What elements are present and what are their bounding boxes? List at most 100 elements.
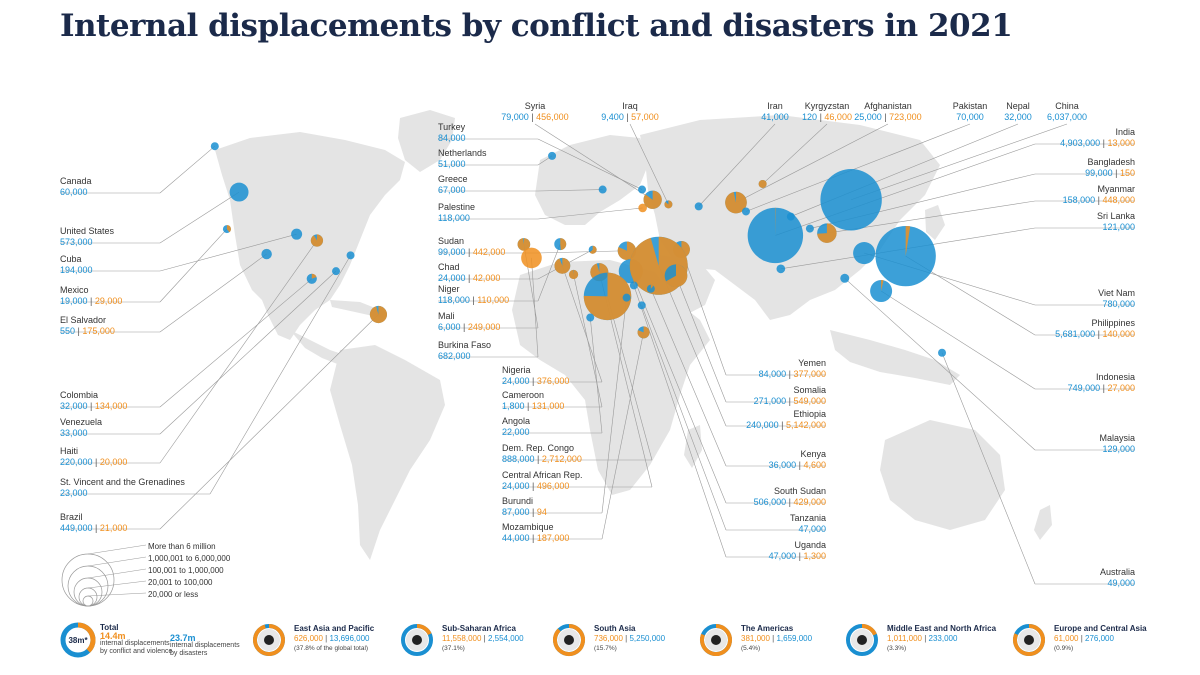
- total-conflict-value: 14.4m: [100, 631, 126, 641]
- leader-line: [601, 332, 644, 540]
- bubble-philippines: [875, 225, 936, 287]
- label-indonesia: Indonesia 749,000 | 27,000: [1068, 372, 1135, 394]
- bubble-dem-rep-congo: [583, 272, 632, 321]
- label-name: Dem. Rep. Congo: [502, 443, 575, 453]
- conflict-value: 24,000: [502, 481, 530, 491]
- region-name: Europe and Central Asia: [1054, 624, 1147, 633]
- label-name: Haiti: [60, 446, 79, 456]
- label-yemen: Yemen 84,000 | 377,000: [759, 358, 826, 380]
- region-conflict: 11,558,000: [442, 634, 482, 643]
- region-share: (37.1%): [442, 645, 465, 652]
- size-legend-tick: [87, 544, 147, 555]
- label-kyrgyzstan: Kyrgyzstan 120 | 46,000: [767, 101, 887, 123]
- label-sri-lanka: Sri Lanka 121,000: [1097, 211, 1135, 233]
- disasters-value: 129,000: [1102, 444, 1135, 454]
- label-values: 24,000 | 496,000: [502, 481, 570, 491]
- label-values: 506,000 | 429,000: [753, 497, 826, 507]
- label-syria: Syria 79,000 | 456,000: [475, 101, 595, 123]
- bubble-iraq: [664, 200, 673, 209]
- bubble-burundi: [622, 293, 631, 302]
- disasters-value: 23,000: [60, 488, 88, 498]
- label-burundi: Burundi 87,000 | 94: [502, 496, 547, 518]
- label-name: Mozambique: [502, 522, 554, 532]
- label-name: Angola: [502, 416, 531, 426]
- conflict-value: 118,000: [438, 295, 470, 305]
- conflict-value: 24,000: [438, 273, 466, 283]
- label-name: Nigeria: [502, 365, 531, 375]
- label-name: Philippines: [1091, 318, 1135, 328]
- label-values: 99,000 | 442,000: [438, 247, 506, 257]
- conflict-value: 506,000: [753, 497, 787, 507]
- bubble-bangladesh: [805, 224, 814, 233]
- bubble-sri-lanka: [776, 264, 786, 274]
- japan-shape: [925, 205, 945, 240]
- conflict-value: 220,000: [60, 457, 93, 467]
- bubble-uganda: [629, 281, 638, 290]
- region-ring: [700, 624, 732, 656]
- label-name: Iran: [767, 101, 783, 111]
- label-somalia: Somalia 271,000 | 549,000: [754, 385, 826, 407]
- total-ring: [60, 622, 96, 658]
- label-name: Iraq: [622, 101, 638, 111]
- conflict-value: 24,000: [502, 376, 530, 386]
- conflict-value: 6,000: [438, 322, 461, 332]
- conflict-value: 25,000: [854, 112, 882, 122]
- conflict-value: 4,903,000: [1060, 138, 1101, 148]
- label-name: Cameroon: [502, 390, 545, 400]
- region-conflict: 736,000: [594, 634, 623, 643]
- size-legend-tick: [87, 580, 147, 589]
- total-label: Total: [100, 623, 119, 632]
- disasters-value: 29,000: [94, 296, 123, 306]
- disasters-value: 110,000: [477, 295, 510, 305]
- leader-line: [641, 305, 727, 531]
- disasters-value: 249,000: [467, 322, 501, 332]
- bubble-syria: [643, 190, 662, 209]
- label-cuba: Cuba 194,000: [60, 254, 93, 276]
- disasters-value: 49,000: [1107, 578, 1135, 588]
- disasters-value: 377,000: [793, 369, 826, 379]
- leader-line: [537, 138, 643, 190]
- summary-rings: 38m*: [60, 622, 1045, 658]
- conflict-value: 79,000: [501, 112, 529, 122]
- disasters-value: 496,000: [536, 481, 570, 491]
- label-angola: Angola 22,000: [502, 416, 530, 438]
- uk-shape: [538, 162, 556, 190]
- bubble-kyrgyzstan: [758, 179, 767, 188]
- leader-line: [698, 123, 776, 207]
- region-name: Sub-Saharan Africa: [442, 624, 516, 633]
- region-share: (0.9%): [1054, 645, 1074, 652]
- disasters-value: 94: [536, 507, 547, 517]
- disasters-value: 5,142,000: [785, 420, 826, 430]
- disasters-value: 134,000: [94, 401, 128, 411]
- bubble-pakistan: [741, 207, 750, 216]
- label-values: 118,000: [438, 213, 475, 224]
- europe-shape: [535, 135, 650, 225]
- disasters-value: 41,000: [761, 112, 789, 122]
- size-legend: More than 6 million 1,000,001 to 6,000,0…: [60, 540, 310, 610]
- conflict-value: 44,000: [502, 533, 530, 543]
- label-name: Ethiopia: [793, 409, 826, 419]
- size-legend-tick: [87, 592, 147, 597]
- disasters-value: 70,000: [956, 112, 984, 122]
- label-name: Viet Nam: [1098, 288, 1135, 298]
- label-india: India 4,903,000 | 13,000: [1060, 127, 1135, 149]
- label-values: 22,000: [502, 427, 530, 438]
- bubble-australia: [938, 348, 947, 357]
- conflict-value: 1,800: [502, 401, 525, 411]
- region-disasters: 13,696,000: [329, 634, 370, 643]
- disasters-value: 27,000: [1107, 383, 1135, 393]
- label-sudan: Sudan 99,000 | 442,000: [438, 236, 505, 258]
- disasters-value: 429,000: [793, 497, 826, 507]
- bubble-canada: [210, 142, 219, 151]
- region-ring: [1013, 624, 1045, 656]
- label-values: 118,000 | 110,000: [438, 295, 510, 305]
- leader-lines: [60, 123, 1135, 585]
- leader-line: [159, 233, 297, 272]
- label-name: Brazil: [60, 512, 83, 522]
- bubble-mozambique: [637, 326, 650, 339]
- label-ethiopia: Ethiopia 240,000 | 5,142,000: [746, 409, 826, 431]
- label-name: Kyrgyzstan: [804, 101, 850, 111]
- label-bangladesh: Bangladesh 99,000 | 150: [1085, 157, 1135, 179]
- disasters-value: 13,000: [1107, 138, 1135, 148]
- bubble-burkina-faso: [521, 247, 542, 269]
